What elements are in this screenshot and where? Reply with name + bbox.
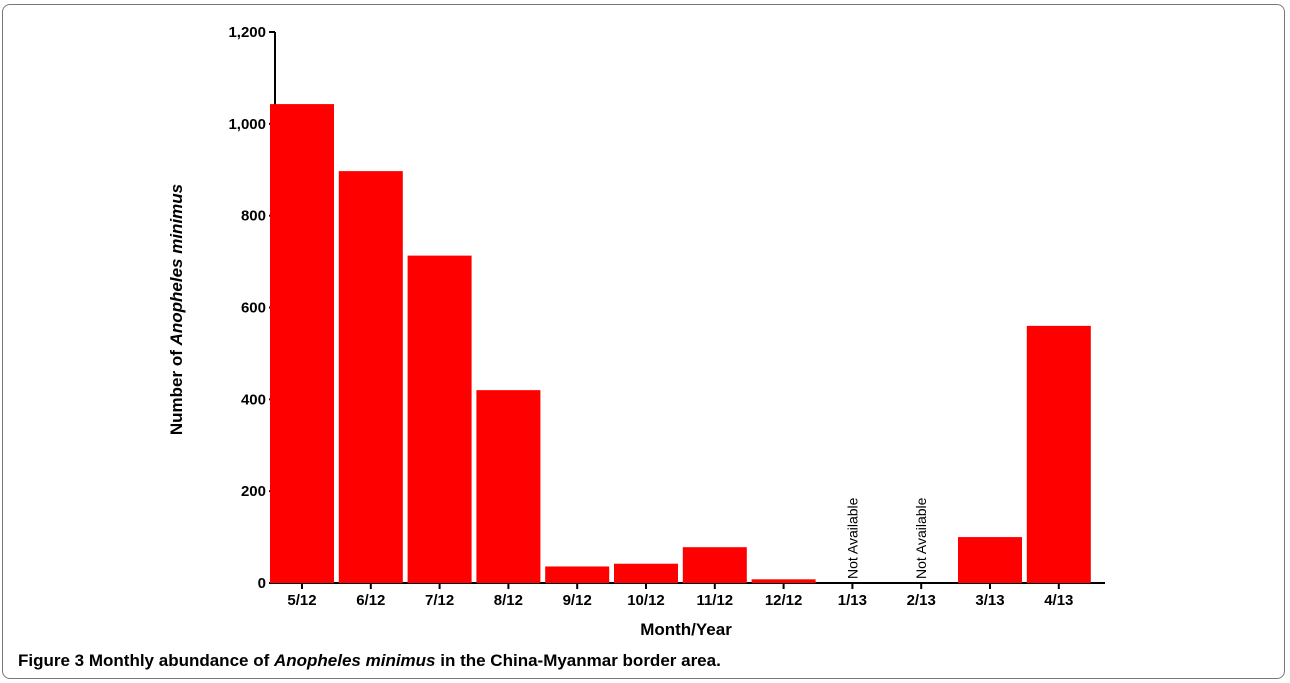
x-tick-label: 3/13 (975, 592, 1004, 609)
figure-frame (2, 4, 1285, 679)
bar (545, 566, 610, 583)
bars (270, 104, 1091, 583)
bar (338, 171, 403, 583)
x-tick-label: 1/13 (838, 592, 867, 609)
bar (958, 537, 1022, 583)
y-tick-label: 0 (258, 575, 266, 592)
caption-text-before: Monthly abundance of (88, 651, 270, 670)
bar (751, 579, 816, 583)
bar (270, 104, 334, 583)
not-available-annotation: Not Available (844, 497, 860, 579)
x-tick-label: 7/12 (425, 592, 454, 609)
y-axis-title: Number of Anopheles minimus (167, 184, 186, 435)
bar (614, 563, 678, 583)
bar (476, 390, 541, 583)
x-tick-label: 11/12 (696, 592, 733, 609)
bar (407, 255, 472, 583)
bar-chart: 0 200 400 600 800 1,000 1,200 5/12 6/12 7/12 8/12… (167, 24, 1105, 639)
not-available-annotation: Not Available (913, 497, 929, 579)
figure-caption: Figure 3 Monthly abundance of Anopheles … (18, 651, 721, 671)
y-axis: 0 200 400 600 800 1,000 1,200 (228, 24, 276, 592)
x-tick-label: 4/13 (1044, 592, 1073, 609)
y-tick-label: 200 (241, 483, 266, 500)
x-tick-label: 2/13 (907, 592, 936, 609)
x-axis: 5/12 6/12 7/12 8/12 9/12 10/12 11/12 12/12 1/13 2… (275, 582, 1105, 609)
caption-label: Figure 3 (18, 651, 85, 670)
caption-text-after: in the China-Myanmar border area. (440, 651, 721, 670)
x-tick-label: 9/12 (563, 592, 592, 609)
x-tick-label: 5/12 (287, 592, 316, 609)
annotations: Not Available Not Available (844, 497, 929, 579)
y-tick-label: 400 (241, 391, 266, 408)
x-tick-label: 6/12 (356, 592, 385, 609)
caption-species: Anopheles minimus (273, 651, 436, 670)
y-tick-label: 1,000 (228, 116, 266, 133)
bar (1026, 325, 1091, 583)
y-axis-title-species: Anopheles minimus (167, 184, 186, 347)
x-tick-label: 10/12 (627, 592, 665, 609)
y-axis-title-prefix: Number of (167, 345, 186, 435)
x-tick-label: 12/12 (765, 592, 803, 609)
x-axis-title: Month/Year (640, 620, 732, 639)
x-tick-label: 8/12 (494, 592, 523, 609)
y-tick-label: 600 (241, 300, 266, 317)
y-tick-label: 800 (241, 208, 266, 225)
bar (682, 547, 747, 583)
y-tick-label: 1,200 (228, 24, 266, 41)
